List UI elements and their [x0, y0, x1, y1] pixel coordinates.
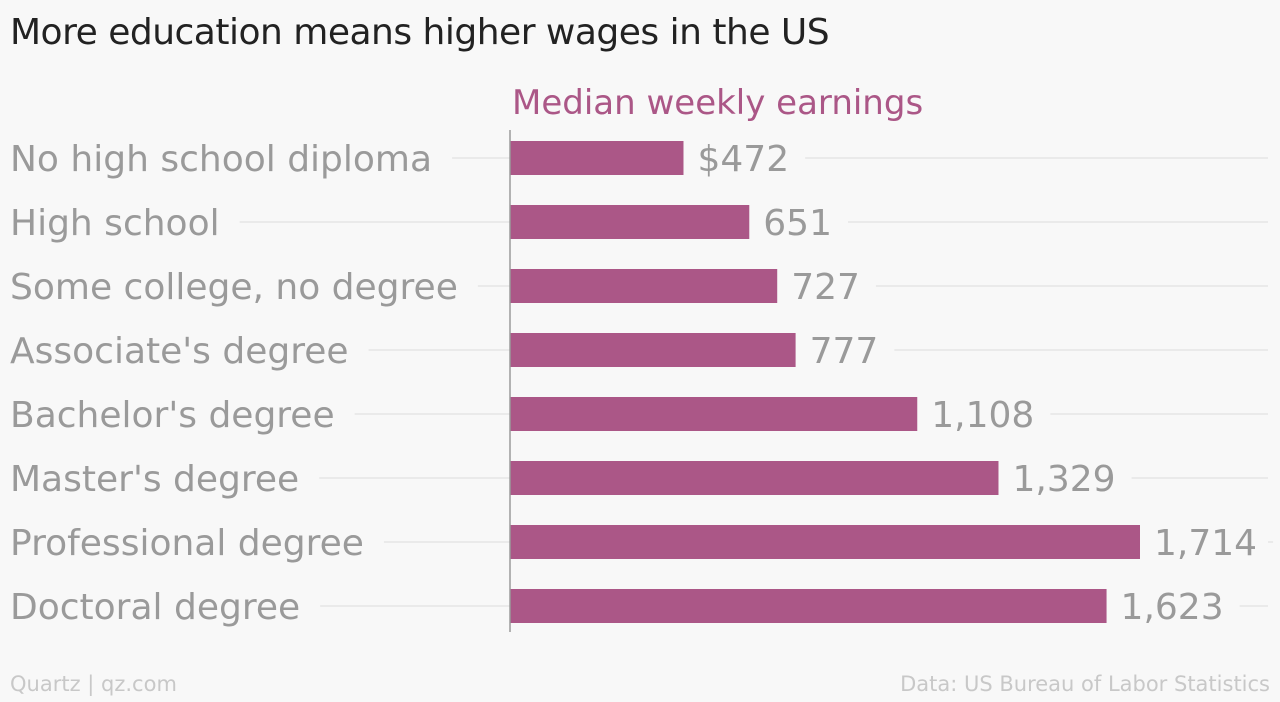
category-label: Master's degree	[10, 459, 299, 500]
bar	[510, 269, 778, 303]
value-label: 727	[791, 267, 860, 308]
value-label: 1,623	[1121, 587, 1224, 628]
category-label: High school	[10, 203, 220, 244]
source-brand: Quartz | qz.com	[10, 672, 177, 696]
category-label: Some college, no degree	[10, 267, 458, 308]
bar	[510, 141, 684, 175]
value-label: 1,329	[1012, 459, 1115, 500]
category-label: Professional degree	[10, 523, 364, 564]
series-label: Median weekly earnings	[512, 83, 923, 123]
bar	[510, 397, 918, 431]
value-label: $472	[697, 139, 789, 180]
chart-title: More education means higher wages in the…	[10, 12, 830, 53]
value-label: 777	[810, 331, 879, 372]
bar	[510, 205, 750, 239]
value-label: 651	[763, 203, 832, 244]
bar	[510, 589, 1107, 623]
category-label: No high school diploma	[10, 139, 432, 180]
category-label: Doctoral degree	[10, 587, 300, 628]
category-label: Bachelor's degree	[10, 395, 335, 436]
bar	[510, 525, 1140, 559]
data-source: Data: US Bureau of Labor Statistics	[900, 672, 1270, 696]
value-label: 1,714	[1154, 523, 1257, 564]
bar	[510, 461, 999, 495]
bar	[510, 333, 796, 367]
value-label: 1,108	[931, 395, 1034, 436]
category-label: Associate's degree	[10, 331, 349, 372]
